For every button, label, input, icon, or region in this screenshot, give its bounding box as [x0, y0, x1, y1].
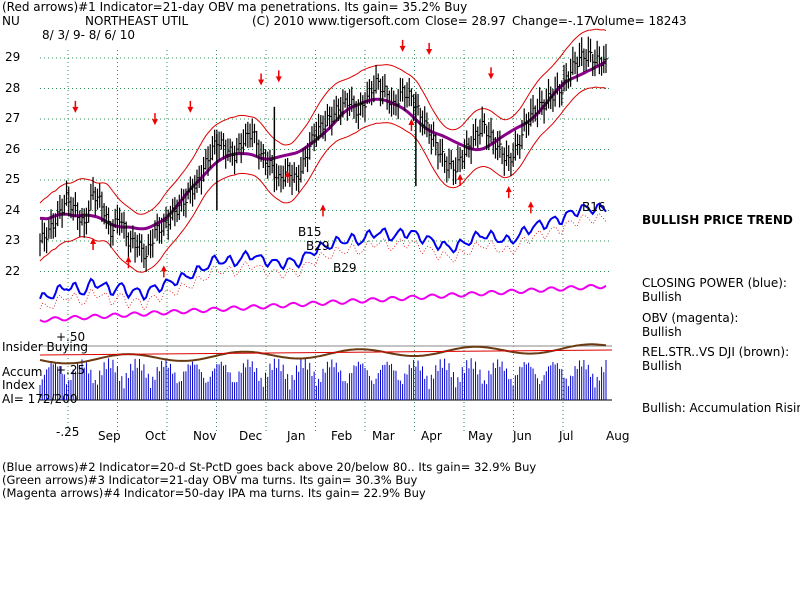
indicator-1-line: (Red arrows)#1 Indicator=21-day OBV ma p… [2, 0, 468, 14]
y-tick-label: 22 [5, 263, 21, 278]
month-label: Oct [145, 429, 166, 443]
annotation-b16: B16 [582, 200, 606, 214]
ticker-symbol: NU [2, 14, 20, 28]
signal-arrows [72, 39, 534, 278]
insider-line [39, 349, 613, 356]
buy-arrow-icon [284, 170, 291, 177]
tick-plus50: +.50 [56, 330, 86, 344]
relstr-value: Bullish [642, 359, 682, 373]
date-range: 8/ 3/ 9- 8/ 6/ 10 [42, 28, 136, 42]
sell-arrow-icon [399, 45, 406, 52]
price-bars [39, 36, 608, 272]
y-tick-label: 23 [5, 233, 21, 247]
annotation-b29-first: B29 [306, 239, 330, 253]
buy-arrow-icon [408, 119, 415, 125]
obv-line [39, 283, 607, 323]
closing-power-value: Bullish [642, 290, 682, 304]
sell-arrow-icon [488, 73, 495, 80]
accum-label-1: Accum [2, 365, 43, 379]
month-label: Mar [372, 429, 395, 443]
month-label: Jun [513, 429, 532, 443]
month-label: Nov [193, 429, 217, 443]
buy-arrow-icon [457, 173, 464, 180]
month-label: Apr [421, 429, 442, 443]
closing-power-label: CLOSING POWER (blue): [642, 276, 787, 290]
lower-band [39, 86, 607, 273]
y-tick-label: 28 [5, 80, 21, 95]
obv-path [39, 283, 607, 323]
indicator-2-line: (Blue arrows)#2 Indicator=20-d St-PctD g… [2, 460, 537, 474]
sell-arrow-icon [426, 48, 433, 55]
closing-power-path [39, 202, 607, 302]
y-tick-label: 25 [5, 172, 21, 186]
month-label: Sep [98, 429, 121, 443]
sell-arrow-icon [72, 106, 79, 113]
buy-arrow-icon [505, 186, 512, 193]
month-label: Feb [331, 429, 353, 443]
y-tick-label: 29 [5, 50, 21, 64]
buy-arrow-icon [90, 237, 97, 244]
accumulation-panel [39, 343, 613, 401]
buy-arrow-icon [527, 201, 534, 208]
y-tick-label: 24 [5, 202, 21, 217]
month-label: Jan [287, 429, 306, 443]
price-grid [40, 50, 612, 432]
annotation-b15: B15 [298, 225, 322, 239]
change-value: Change=-.17 [512, 14, 592, 28]
sell-arrow-icon [151, 119, 158, 126]
ai-reading: AI= 172/200 [2, 392, 78, 406]
upper-band [39, 28, 607, 215]
close-value: Close= 28.97 [425, 14, 506, 28]
annotation-b29-second: B29 [333, 261, 357, 275]
indicator-4-line: (Magenta arrows)#4 Indicator=50-day IPA … [2, 486, 426, 500]
y-tick-label: 26 [5, 141, 21, 156]
tick-minus25: -.25 [56, 425, 80, 439]
obv-label: OBV (magenta): [642, 311, 739, 325]
trend-signal: BULLISH PRICE TREND [642, 213, 793, 227]
buy-arrow-icon [125, 256, 132, 263]
volume-value: Volume= 18243 [590, 14, 687, 28]
closing-power-line [39, 202, 607, 311]
copyright: (C) 2010 www.tigersoft.com [252, 14, 420, 28]
month-label: May [468, 429, 493, 443]
insider-buying-label: Insider Buying [2, 340, 88, 354]
accum-status: Bullish: Accumulation Rising [642, 401, 800, 415]
company-name: NORTHEAST UTIL [85, 14, 189, 28]
tick-plus25: +.25 [56, 363, 86, 377]
indicator-3-line: (Green arrows)#3 Indicator=21-day OBV ma… [2, 473, 418, 487]
sell-arrow-icon [258, 79, 265, 86]
buy-arrow-icon [160, 265, 167, 272]
relstr-label: REL.STR..VS DJI (brown): [642, 345, 790, 359]
month-label: Dec [239, 429, 263, 443]
bollinger-bands [39, 28, 607, 273]
y-tick-label: 27 [5, 111, 21, 125]
obv-value: Bullish [642, 325, 682, 339]
buy-arrow-icon [320, 204, 326, 211]
sell-arrow-icon [187, 106, 194, 113]
month-label: Aug [606, 429, 630, 443]
sell-arrow-icon [275, 76, 282, 83]
accum-label-2: Index [2, 378, 36, 392]
month-label: Jul [559, 429, 574, 443]
